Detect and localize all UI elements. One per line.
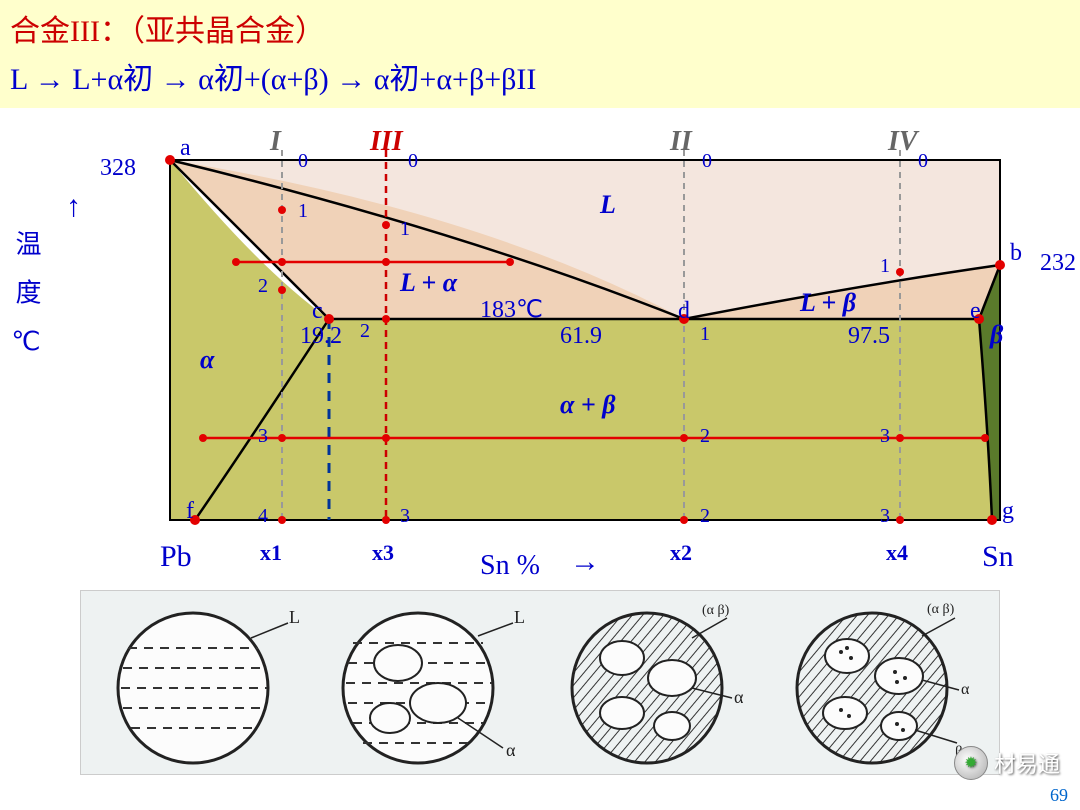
region-a: α — [200, 345, 214, 375]
pt-e: e — [970, 298, 981, 325]
roman-III: III — [370, 126, 403, 158]
x4: x4 — [886, 540, 908, 566]
pt-g: g — [1002, 498, 1014, 525]
micro-4: (α β) α βII — [777, 598, 977, 768]
svg-text:α: α — [961, 681, 970, 698]
x-axis-arrow: → — [570, 545, 600, 579]
region-L: L — [600, 190, 616, 220]
x1: x1 — [260, 540, 282, 566]
micro-1-label: L — [289, 607, 300, 627]
pt-c: c — [312, 298, 323, 325]
micro-3: (α β) α — [552, 598, 752, 768]
pt-a: a — [180, 135, 191, 162]
svg-text:L: L — [514, 607, 525, 627]
watermark-logo-icon: ✹ — [954, 746, 988, 780]
pt-b: b — [1010, 240, 1022, 267]
micro-2: L α — [328, 598, 528, 768]
title-line-2: L → L+α初 → α初+(α+β) → α初+α+β+βII — [10, 54, 1070, 98]
x3: x3 — [372, 540, 394, 566]
microstructure-strip: L L α — [80, 590, 1000, 775]
temp-328: 328 — [100, 155, 136, 182]
region-La: L + α — [400, 268, 457, 298]
watermark: ✹ 材易通 — [954, 746, 1060, 780]
pt-d: d — [678, 298, 690, 325]
region-Lb: L + β — [800, 288, 856, 318]
svg-text:(α β): (α β) — [702, 603, 730, 618]
y-axis-label: 温 度 ℃ — [8, 230, 45, 365]
micro-1: L — [103, 598, 303, 768]
comp-d: 61.9 — [560, 323, 602, 350]
y-axis-arrow: ↑ — [66, 190, 81, 224]
right-element: Sn — [982, 540, 1014, 574]
title-line-1: 合金III：（亚共晶合金） — [10, 6, 1070, 50]
x-axis-label: Sn % — [480, 550, 540, 582]
x2: x2 — [670, 540, 692, 566]
comp-e: 97.5 — [848, 323, 890, 350]
region-ab: α + β — [560, 390, 616, 420]
eutectic-temp: 183℃ — [480, 295, 543, 324]
roman-II: II — [670, 126, 692, 158]
phase-diagram: 温 度 ℃ ↑ — [100, 110, 1020, 570]
watermark-text: 材易通 — [994, 747, 1060, 779]
roman-IV: IV — [888, 126, 918, 158]
temp-232: 232 — [1040, 250, 1076, 277]
page-number: 69 — [1050, 785, 1068, 806]
region-b: β — [990, 320, 1003, 350]
pt-f: f — [186, 498, 194, 525]
title-box: 合金III：（亚共晶合金） L → L+α初 → α初+(α+β) → α初+α… — [0, 0, 1080, 108]
svg-text:α: α — [734, 687, 744, 707]
left-element: Pb — [160, 540, 192, 574]
svg-text:(α β): (α β) — [927, 602, 955, 617]
svg-text:α: α — [506, 740, 516, 760]
comp-c: 19.2 — [300, 323, 342, 350]
roman-I: I — [270, 126, 281, 158]
